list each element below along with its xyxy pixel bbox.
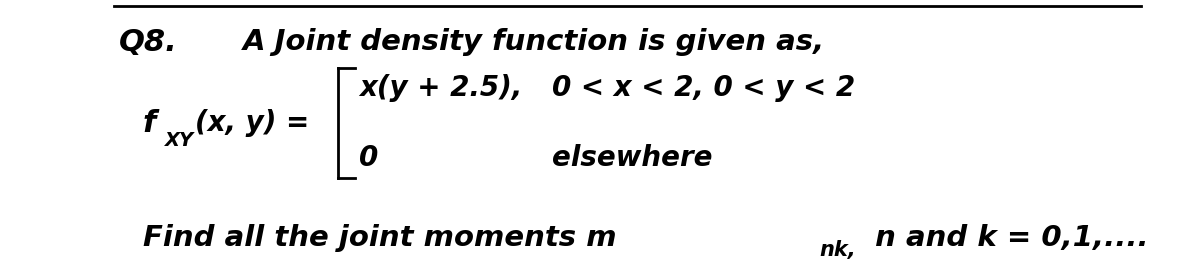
Text: n and k = 0,1,....: n and k = 0,1,.... bbox=[865, 224, 1148, 252]
Text: 0 < x < 2, 0 < y < 2: 0 < x < 2, 0 < y < 2 bbox=[552, 74, 854, 102]
Text: XY: XY bbox=[164, 130, 193, 150]
Text: A Joint density function is given as,: A Joint density function is given as, bbox=[242, 28, 824, 56]
Text: x(y + 2.5),: x(y + 2.5), bbox=[360, 74, 523, 102]
Text: f: f bbox=[143, 108, 156, 138]
Text: (x, y) =: (x, y) = bbox=[194, 109, 310, 137]
Text: 0: 0 bbox=[360, 144, 379, 172]
Text: elsewhere: elsewhere bbox=[552, 144, 712, 172]
Text: Find all the joint moments m: Find all the joint moments m bbox=[143, 224, 617, 252]
Text: nk,: nk, bbox=[820, 240, 857, 260]
Text: Q8.: Q8. bbox=[119, 28, 178, 57]
